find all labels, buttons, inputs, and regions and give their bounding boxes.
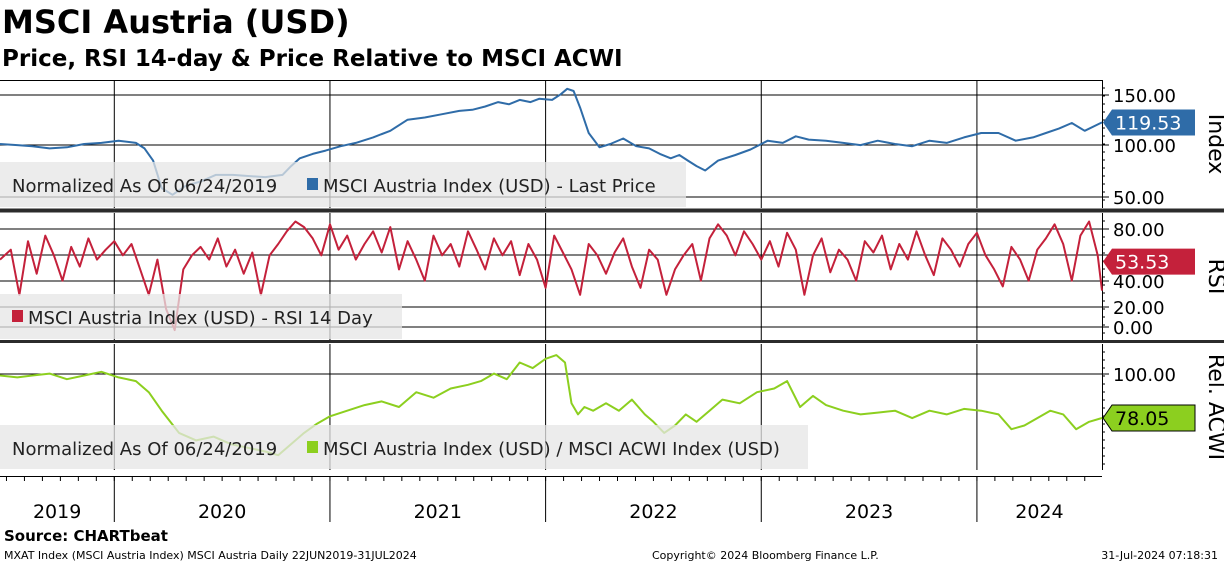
legend-swatch bbox=[12, 310, 23, 322]
footer-timestamp: 31-Jul-2024 07:18:31 bbox=[1101, 549, 1218, 562]
x-tick-label: 2024 bbox=[1015, 501, 1063, 523]
last-value-badge bbox=[1102, 404, 1196, 432]
legend-relative: Normalized As Of 06/24/2019 MSCI Austria … bbox=[0, 425, 808, 469]
last-value-badge bbox=[1103, 109, 1195, 136]
chart-title: MSCI Austria (USD) bbox=[2, 3, 350, 41]
legend-label: MSCI Austria Index (USD) - Last Price bbox=[323, 176, 656, 197]
panel-price: 150.00 100.00 50.00 Normalized As Of 06/24/… bbox=[0, 80, 1224, 209]
x-tick-label: 2019 bbox=[33, 501, 81, 523]
axis-label-rsi: RSI bbox=[1203, 259, 1224, 295]
x-tick-label: 2022 bbox=[629, 501, 677, 523]
legend-swatch bbox=[307, 178, 318, 190]
footer-copyright: Copyright© 2024 Bloomberg Finance L.P. bbox=[652, 549, 879, 562]
source-note: Source: CHARTbeat bbox=[4, 527, 168, 545]
legend-prefix: Normalized As Of 06/24/2019 bbox=[12, 439, 277, 460]
y-tick-label: 20.00 bbox=[1113, 298, 1165, 319]
legend-rsi: MSCI Austria Index (USD) - RSI 14 Day bbox=[0, 294, 402, 339]
axis-label-price: Index bbox=[1203, 114, 1224, 175]
last-value-label: 53.53 bbox=[1115, 252, 1169, 274]
last-value-tag-rsi: 53.53 bbox=[1103, 248, 1195, 275]
last-value-label: 78.05 bbox=[1115, 408, 1169, 430]
legend-prefix: Normalized As Of 06/24/2019 bbox=[12, 176, 277, 197]
last-value-tag-price: 119.53 bbox=[1103, 109, 1195, 136]
footer-left: MXAT Index (MSCI Austria Index) MSCI Aus… bbox=[4, 549, 417, 562]
last-value-badge bbox=[1103, 248, 1195, 275]
y-tick-label: 0.00 bbox=[1113, 318, 1153, 339]
y-tick-label: 150.00 bbox=[1113, 86, 1176, 107]
last-value-tag-relative: 78.05 bbox=[1102, 404, 1196, 432]
legend-label: MSCI Austria Index (USD) / MSCI ACWI Ind… bbox=[323, 439, 780, 460]
panel-separator bbox=[0, 208, 1224, 213]
axis-label-relative: Rel. ACWI bbox=[1203, 354, 1224, 460]
x-tick-label: 2021 bbox=[414, 501, 462, 523]
y-tick-label: 80.00 bbox=[1113, 220, 1165, 241]
legend-swatch bbox=[307, 441, 318, 453]
y-tick-label: 50.00 bbox=[1113, 188, 1165, 209]
x-tick-label: 2023 bbox=[845, 501, 893, 523]
legend-price: Normalized As Of 06/24/2019 MSCI Austria … bbox=[0, 162, 686, 207]
legend-box bbox=[0, 294, 402, 339]
chart-subtitle: Price, RSI 14-day & Price Relative to MS… bbox=[2, 46, 623, 72]
panel-relative: 100.00 Normalized As Of 06/24/2019 MSCI Au… bbox=[0, 344, 1224, 470]
panel-separator bbox=[0, 340, 1224, 343]
y-tick-label: 100.00 bbox=[1113, 365, 1176, 386]
legend-box bbox=[0, 425, 808, 469]
y-tick-label: 100.00 bbox=[1113, 136, 1176, 157]
legend-box bbox=[0, 162, 686, 207]
last-value-label: 119.53 bbox=[1115, 112, 1181, 134]
y-tick-label: 40.00 bbox=[1113, 272, 1165, 293]
series-line-rsi bbox=[0, 220, 1103, 332]
x-tick-label: 2020 bbox=[198, 501, 246, 523]
legend-label: MSCI Austria Index (USD) - RSI 14 Day bbox=[28, 308, 373, 329]
